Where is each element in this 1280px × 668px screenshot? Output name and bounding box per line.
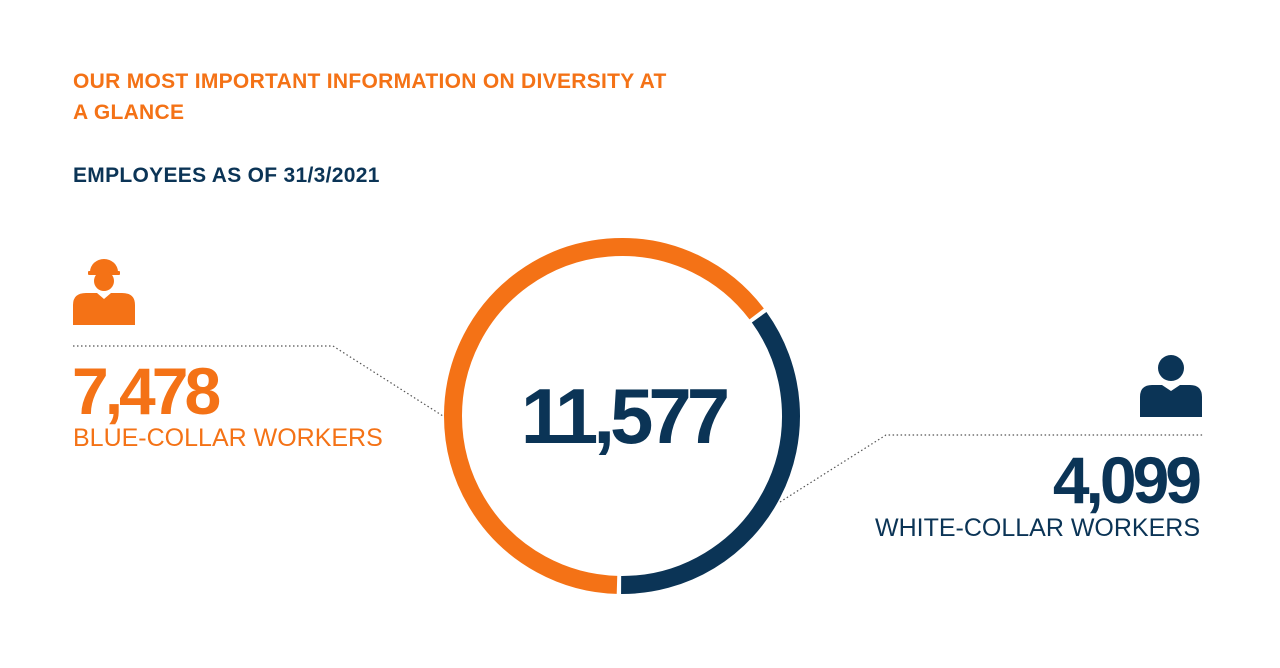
leader-line-blue-collar bbox=[73, 345, 444, 417]
white-collar-value: 4,099 bbox=[1052, 443, 1202, 517]
page-subtitle: EMPLOYEES AS OF 31/3/2021 bbox=[73, 164, 380, 187]
office-worker-icon bbox=[1140, 355, 1202, 417]
leader-line-white-collar bbox=[779, 434, 1203, 503]
blue-collar-value: 7,478 bbox=[72, 354, 221, 428]
donut-segment-white-collar bbox=[621, 311, 800, 594]
donut-segment-blue-collar bbox=[444, 238, 764, 594]
page-title: OUR MOST IMPORTANT INFORMATION ON DIVERS… bbox=[73, 70, 667, 124]
white-collar-label: WHITE-COLLAR WORKERS bbox=[874, 514, 1200, 542]
blue-collar-label: BLUE-COLLAR WORKERS bbox=[73, 424, 383, 452]
construction-worker-icon bbox=[73, 259, 135, 325]
total-value: 11,577 bbox=[520, 372, 730, 460]
